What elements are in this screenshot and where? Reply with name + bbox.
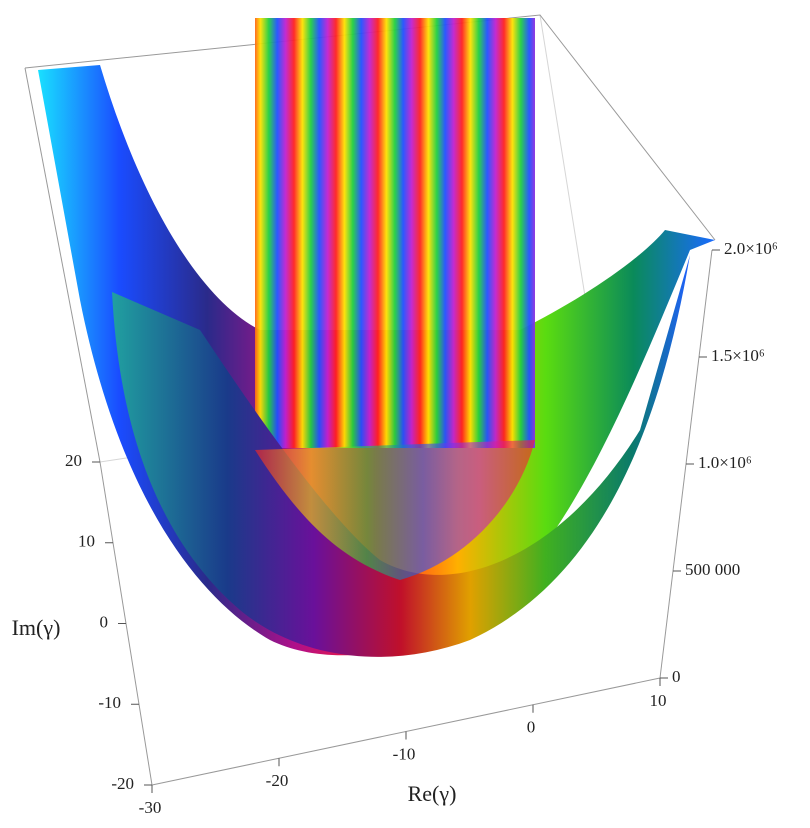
x-tick-label: 0 (527, 718, 536, 737)
surface (38, 18, 715, 657)
y-tick-label: 10 (78, 532, 95, 551)
x-axis-title: Re(γ) (408, 781, 457, 806)
z-tick-label: 0 (672, 667, 681, 686)
x-tick-label: -20 (266, 771, 289, 790)
y-tick-label: 0 (100, 612, 109, 631)
z-tick-label: 1.0×10⁶ (698, 453, 752, 472)
y-tick-label: -20 (111, 774, 134, 793)
z-tick-label: 2.0×10⁶ (724, 239, 778, 258)
y-axis-title: Im(γ) (12, 615, 61, 640)
z-tick-label: 1.5×10⁶ (711, 346, 765, 365)
z-tick-label: 500 000 (685, 560, 740, 579)
x-tick-label: 10 (650, 691, 667, 710)
x-tick-label: -10 (393, 744, 416, 763)
y-tick-label: 20 (65, 451, 82, 470)
x-tick-label: -30 (139, 798, 162, 817)
y-tick-label: -10 (98, 693, 121, 712)
